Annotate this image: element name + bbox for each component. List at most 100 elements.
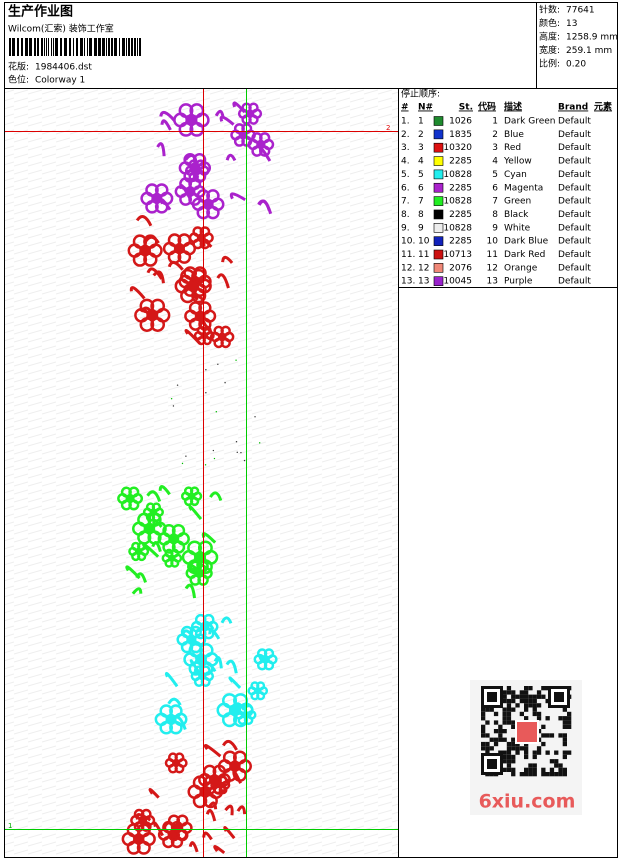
petal bbox=[189, 486, 200, 496]
swatch bbox=[433, 263, 444, 273]
qr-cell bbox=[502, 750, 507, 755]
scroll bbox=[184, 583, 197, 599]
cell: 2285 bbox=[449, 183, 472, 193]
qr-cell bbox=[562, 707, 567, 712]
cell: Default bbox=[558, 143, 591, 153]
cell: 10828 bbox=[443, 223, 472, 233]
flower-center bbox=[166, 715, 176, 724]
qr-cell bbox=[536, 716, 542, 721]
qr-cell bbox=[541, 772, 546, 777]
stitch-dot bbox=[236, 451, 238, 454]
swatch bbox=[433, 249, 444, 260]
qr-cell bbox=[506, 746, 512, 751]
qr-cell bbox=[502, 767, 507, 772]
qr-cell bbox=[519, 772, 524, 777]
scroll bbox=[222, 739, 238, 751]
cell: White bbox=[504, 223, 531, 233]
qr-cell bbox=[528, 694, 533, 699]
scroll bbox=[188, 505, 203, 521]
column-header: N# bbox=[418, 103, 433, 113]
qr-cell bbox=[506, 767, 512, 772]
petal bbox=[188, 192, 202, 206]
qr-logo bbox=[515, 720, 539, 744]
bar bbox=[64, 38, 67, 56]
info-label: 针数: bbox=[539, 4, 560, 16]
flower-center bbox=[195, 552, 205, 562]
qr-cell bbox=[524, 707, 529, 712]
scroll bbox=[209, 491, 223, 502]
stitch-dot bbox=[185, 455, 187, 457]
qr-cell bbox=[549, 733, 555, 738]
scroll bbox=[232, 101, 246, 114]
petal bbox=[263, 648, 275, 659]
bar bbox=[128, 38, 130, 56]
flower-center bbox=[239, 131, 247, 139]
qr-cell bbox=[493, 741, 499, 747]
cell: Default bbox=[558, 263, 591, 273]
scroll bbox=[258, 653, 270, 662]
stitch-dot bbox=[170, 398, 173, 400]
flower-center bbox=[210, 775, 219, 784]
petal bbox=[206, 189, 220, 203]
bar bbox=[137, 38, 138, 56]
qr-cell bbox=[506, 720, 512, 725]
stitch-dot bbox=[204, 464, 207, 466]
petal bbox=[212, 781, 227, 795]
stitch-dot bbox=[181, 462, 184, 465]
qr-cell bbox=[511, 741, 516, 747]
qr-cell bbox=[524, 746, 529, 751]
scroll bbox=[207, 801, 218, 810]
scroll bbox=[184, 154, 199, 164]
cell: Dark Blue bbox=[504, 237, 549, 247]
flower-center bbox=[255, 688, 261, 694]
cell: 9 bbox=[418, 223, 424, 233]
scroll bbox=[193, 293, 205, 302]
swatch bbox=[433, 209, 444, 220]
scroll bbox=[224, 804, 234, 816]
marker: 1 bbox=[8, 822, 12, 830]
scroll bbox=[164, 671, 179, 688]
flower-center bbox=[173, 760, 179, 766]
qr-cell bbox=[532, 698, 537, 704]
petal bbox=[191, 288, 207, 304]
qr-cell bbox=[524, 716, 529, 721]
scroll bbox=[196, 562, 209, 571]
qr-cell bbox=[558, 733, 563, 738]
qr-cell bbox=[506, 686, 512, 691]
cell: 13. bbox=[401, 277, 415, 287]
cell: 2285 bbox=[449, 237, 472, 247]
qr-cell bbox=[532, 750, 537, 755]
cell: 3 bbox=[492, 143, 498, 153]
scroll bbox=[146, 490, 162, 502]
scroll bbox=[160, 198, 172, 211]
scroll bbox=[188, 841, 199, 853]
scroll bbox=[181, 629, 197, 642]
title: 生产作业图 bbox=[8, 4, 73, 20]
cell: Default bbox=[558, 130, 591, 140]
bar bbox=[126, 38, 127, 56]
scroll bbox=[171, 715, 187, 731]
cell: 11 bbox=[487, 250, 498, 260]
scroll bbox=[205, 809, 217, 822]
cell: 2076 bbox=[449, 263, 472, 273]
qr-cell bbox=[536, 750, 542, 755]
qr-cell bbox=[536, 711, 542, 717]
scroll bbox=[216, 273, 230, 289]
cell: 4 bbox=[492, 157, 498, 167]
label: 花版: bbox=[8, 61, 29, 73]
scroll bbox=[179, 184, 192, 200]
qr-cell bbox=[481, 729, 486, 734]
qr-cell bbox=[524, 703, 529, 708]
swatch bbox=[433, 129, 444, 140]
qr-cell bbox=[524, 772, 529, 777]
flower-center bbox=[203, 200, 213, 209]
stitch-dot bbox=[254, 416, 256, 418]
qr-cell bbox=[511, 746, 516, 751]
qr-cell bbox=[532, 703, 537, 708]
scroll bbox=[167, 697, 182, 706]
scroll bbox=[159, 110, 176, 122]
stitch-dot bbox=[243, 459, 246, 462]
qr-cell bbox=[524, 690, 529, 695]
qr-cell bbox=[493, 711, 499, 717]
petal bbox=[139, 298, 155, 314]
